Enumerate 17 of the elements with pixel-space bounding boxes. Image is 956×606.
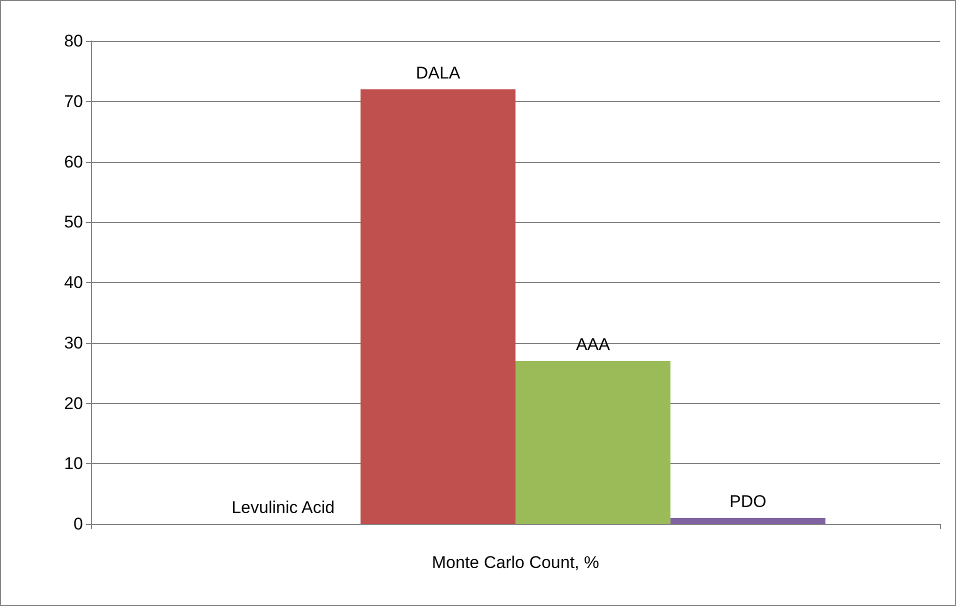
y-tick-label: 80 [64, 32, 83, 50]
y-tick-label: 60 [64, 152, 83, 172]
y-tick-label: 20 [64, 394, 83, 413]
y-tick-label: 0 [74, 514, 83, 534]
y-tick-label: 10 [64, 454, 83, 474]
bar [360, 89, 516, 524]
text: Levulinic Acid [232, 498, 335, 517]
series-label: AAA [576, 334, 611, 354]
series-label: PDO [729, 492, 766, 511]
x-tick-label: Monte Carlo Count, % [432, 553, 600, 572]
y-tick-label: 50 [64, 212, 83, 232]
y-tick-label: 40 [64, 273, 83, 292]
bar [670, 518, 826, 524]
bar [516, 360, 670, 524]
y-tick-label: 70 [64, 92, 83, 111]
y-tick-label: 30 [64, 333, 83, 352]
series-label: DALA [416, 63, 461, 82]
